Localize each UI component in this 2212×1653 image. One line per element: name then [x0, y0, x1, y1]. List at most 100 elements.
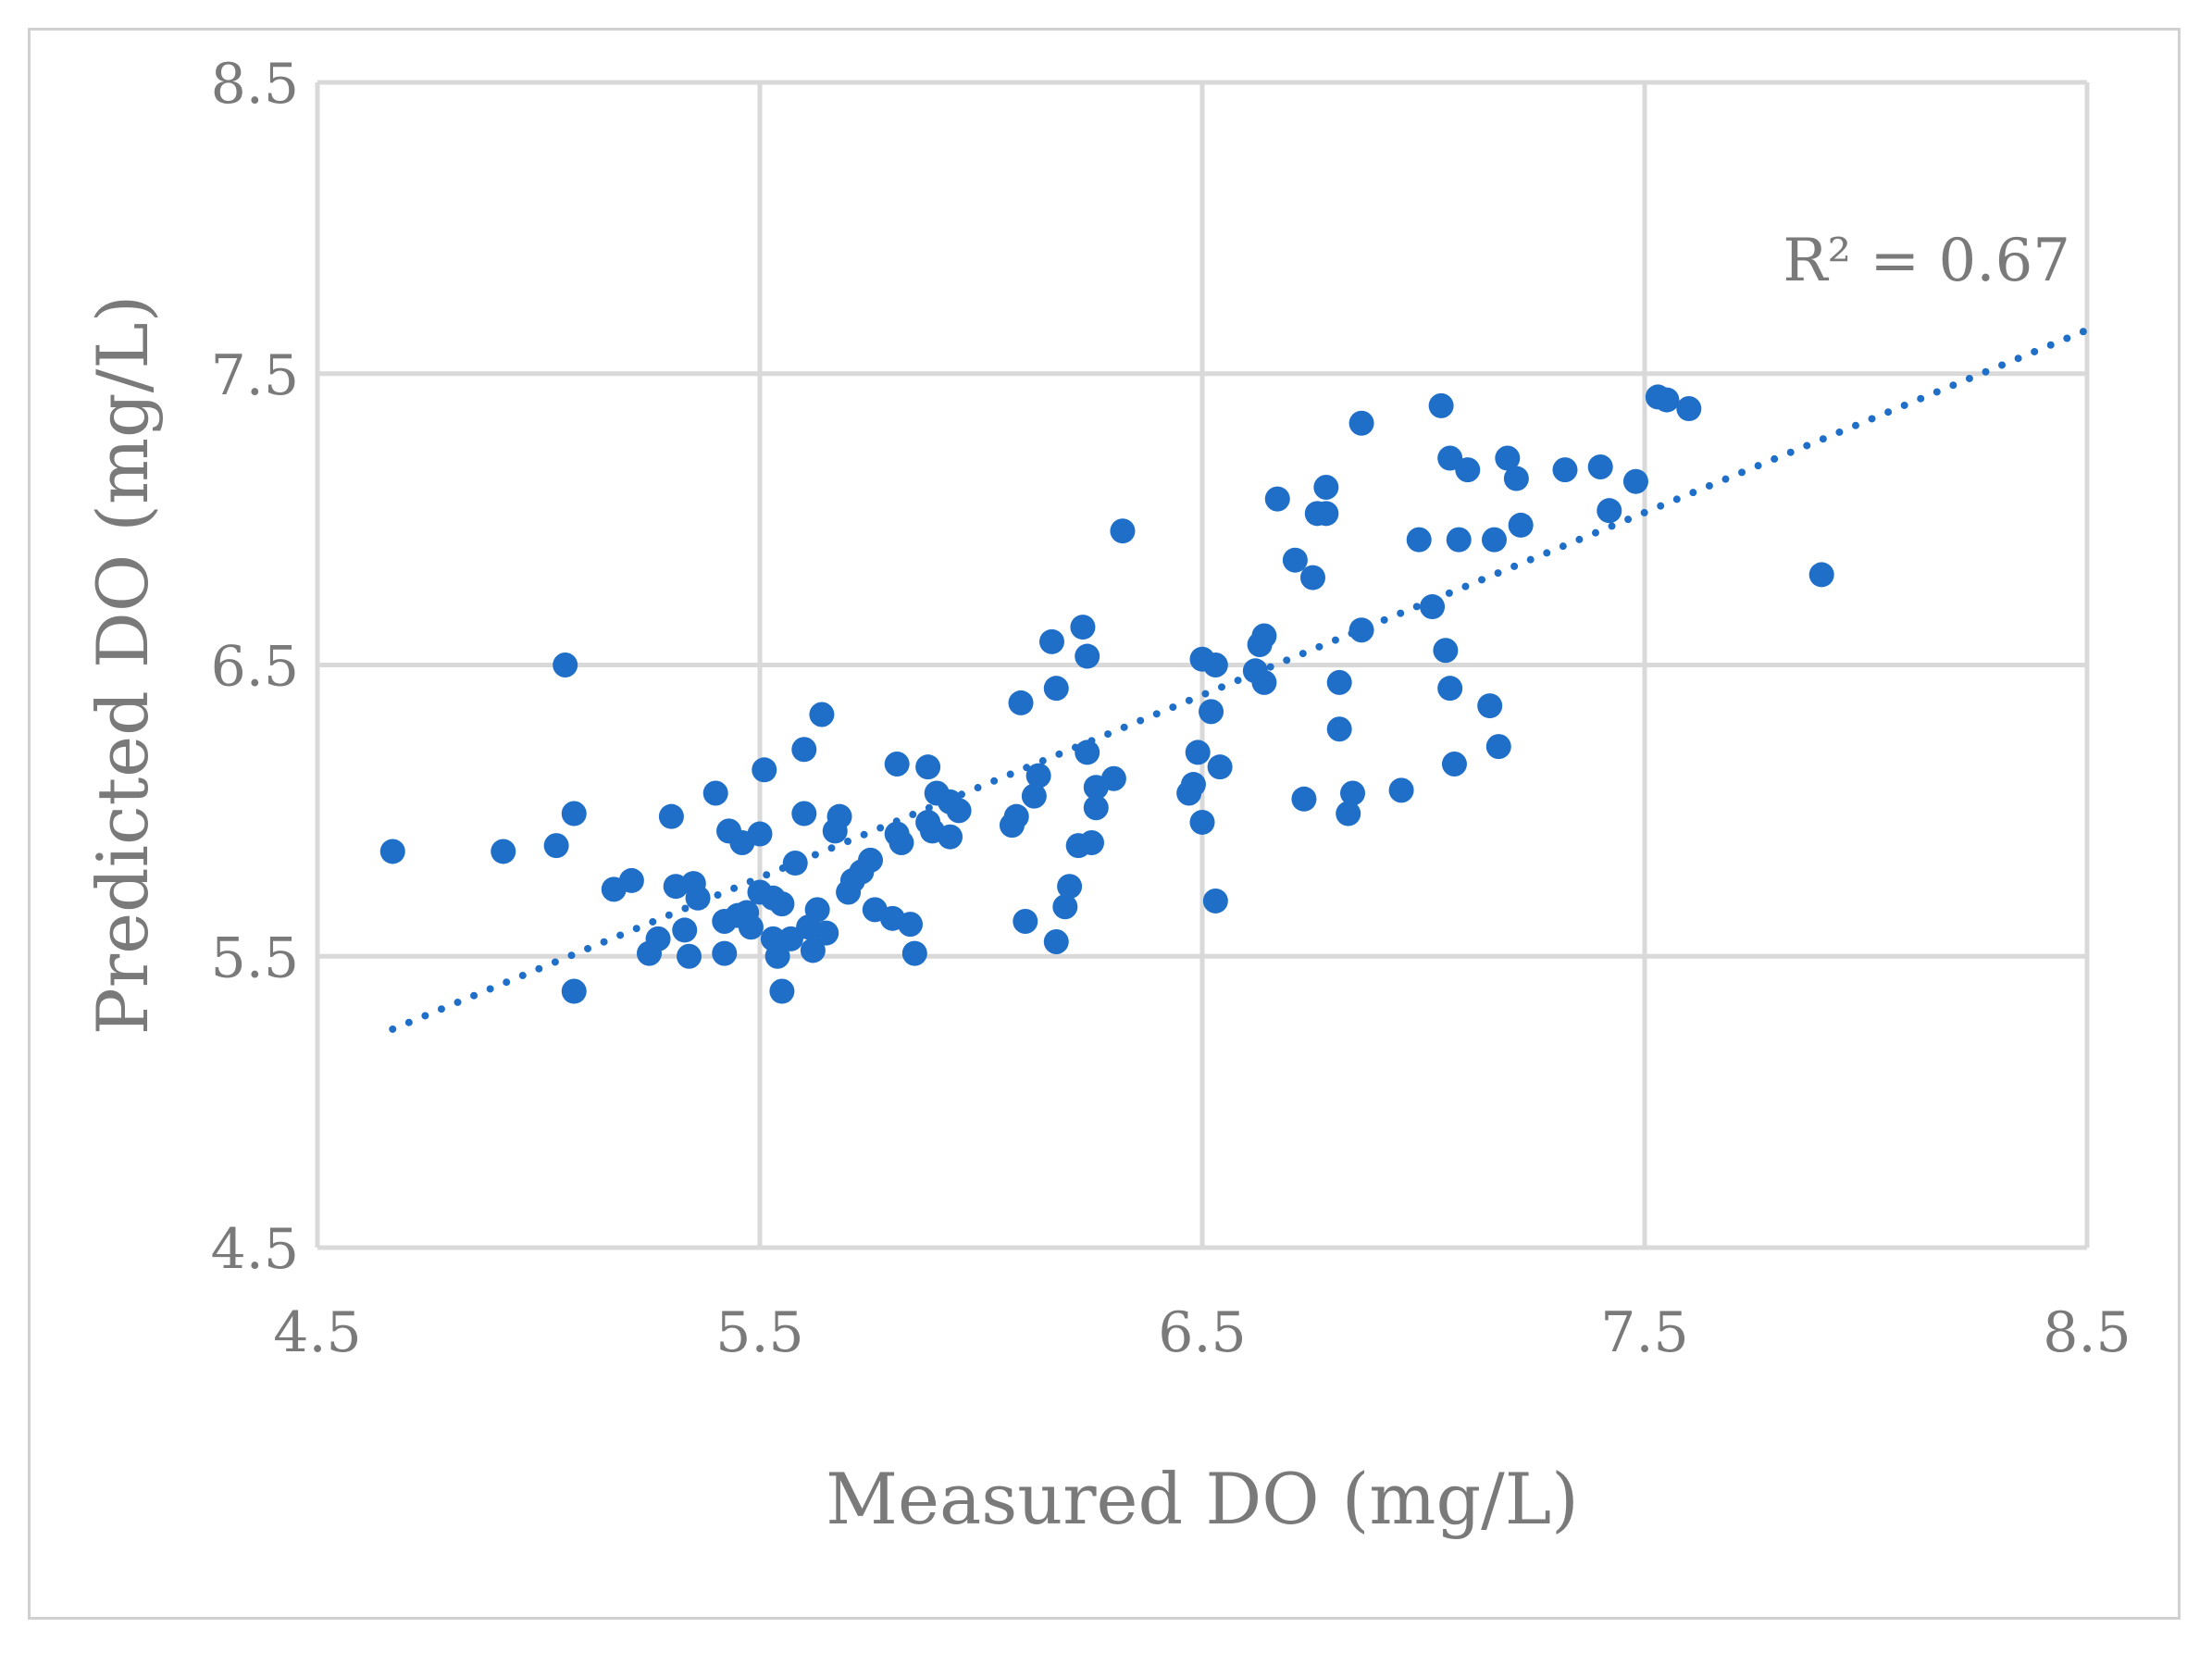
x-tick-label: 8.5 — [2043, 1300, 2131, 1365]
data-point — [1441, 752, 1467, 777]
data-point — [791, 737, 817, 763]
data-point — [1420, 594, 1446, 620]
data-point — [1477, 693, 1503, 719]
data-point — [1406, 527, 1432, 553]
y-tick-label: 6.5 — [211, 635, 299, 700]
x-tick-label: 7.5 — [1600, 1300, 1688, 1365]
data-point — [1597, 498, 1622, 524]
scatter-chart: 4.5 5.5 6.5 7.5 8.5 4.5 5.5 6.5 7.5 8.5 R² = 0.67… — [81, 52, 2131, 1540]
data-point — [645, 926, 671, 951]
data-point — [1110, 518, 1136, 544]
data-point — [1433, 638, 1459, 664]
data-point — [1313, 475, 1339, 501]
data-point — [1251, 669, 1277, 695]
data-point — [1052, 894, 1078, 920]
data-point — [1503, 466, 1529, 491]
chart-frame: 4.5 5.5 6.5 7.5 8.5 4.5 5.5 6.5 7.5 8.5 R² = 0.67… — [28, 28, 2181, 1620]
x-axis-label: Measured DO (mg/L) — [826, 1458, 1579, 1540]
data-point — [1508, 512, 1534, 538]
data-point — [1180, 772, 1206, 798]
data-point — [782, 851, 808, 876]
data-point — [946, 798, 972, 824]
data-point — [769, 978, 795, 1004]
data-point — [738, 914, 764, 940]
trendline — [389, 326, 2091, 1033]
data-point — [1455, 457, 1481, 483]
data-point — [1654, 387, 1680, 413]
data-point — [1437, 676, 1463, 702]
data-point — [1251, 623, 1277, 649]
data-point — [1075, 643, 1100, 669]
data-point — [884, 752, 910, 777]
data-point — [1428, 392, 1454, 418]
data-point — [1348, 410, 1374, 436]
x-tick-label: 6.5 — [1158, 1300, 1246, 1365]
data-point — [889, 829, 914, 855]
data-point — [1326, 716, 1352, 742]
data-point — [814, 920, 839, 946]
data-point — [561, 801, 587, 826]
data-point — [764, 943, 790, 969]
data-point — [804, 897, 830, 923]
data-point — [658, 803, 684, 829]
data-point — [712, 940, 738, 966]
x-tick-label: 5.5 — [715, 1300, 803, 1365]
data-point — [747, 821, 773, 847]
data-point — [1282, 547, 1308, 573]
data-point — [1495, 445, 1521, 471]
data-point — [1326, 669, 1352, 695]
data-point — [1008, 690, 1034, 715]
data-point — [543, 833, 569, 859]
data-point — [1348, 617, 1374, 643]
data-point — [777, 926, 803, 951]
y-tick-label: 8.5 — [211, 52, 299, 117]
y-tick-label: 7.5 — [211, 343, 299, 408]
data-point — [1025, 763, 1051, 789]
data-point — [1202, 888, 1228, 914]
data-point — [1202, 652, 1228, 677]
x-tick-label: 4.5 — [273, 1300, 361, 1365]
data-point — [1013, 908, 1038, 934]
data-point — [1388, 777, 1414, 803]
data-point — [1808, 562, 1834, 588]
data-point — [677, 943, 702, 969]
data-point — [1340, 780, 1366, 806]
data-point — [1676, 396, 1702, 422]
data-point — [1437, 445, 1463, 471]
data-point — [769, 891, 795, 917]
data-point — [826, 803, 852, 829]
data-point — [1021, 783, 1047, 809]
data-point — [901, 940, 927, 966]
data-point — [1199, 699, 1224, 725]
data-point — [379, 839, 405, 864]
data-point — [1083, 795, 1109, 821]
data-point — [1587, 454, 1613, 479]
data-point — [1003, 803, 1029, 829]
data-point — [672, 917, 698, 943]
data-point — [1189, 809, 1215, 835]
data-point — [1070, 615, 1096, 640]
data-point — [938, 824, 963, 850]
data-point — [1043, 929, 1069, 955]
data-point — [1264, 486, 1290, 512]
data-point — [1300, 565, 1325, 590]
data-point — [1313, 501, 1339, 527]
data-point — [1207, 754, 1233, 780]
data-point — [1043, 676, 1069, 702]
data-point — [1075, 740, 1100, 765]
data-point — [561, 978, 587, 1004]
axis-layer — [315, 82, 2087, 1250]
y-tick-label: 5.5 — [211, 926, 299, 990]
data-point — [685, 885, 711, 911]
data-point — [1291, 786, 1317, 812]
data-point — [800, 938, 826, 963]
data-point — [1038, 628, 1064, 654]
data-point — [1446, 527, 1472, 553]
data-point — [553, 652, 578, 677]
data-point — [1552, 457, 1578, 483]
y-tick-label: 4.5 — [211, 1217, 299, 1282]
data-point — [752, 757, 777, 783]
data-point — [791, 801, 817, 826]
data-point — [618, 867, 644, 893]
data-point — [1336, 801, 1361, 826]
